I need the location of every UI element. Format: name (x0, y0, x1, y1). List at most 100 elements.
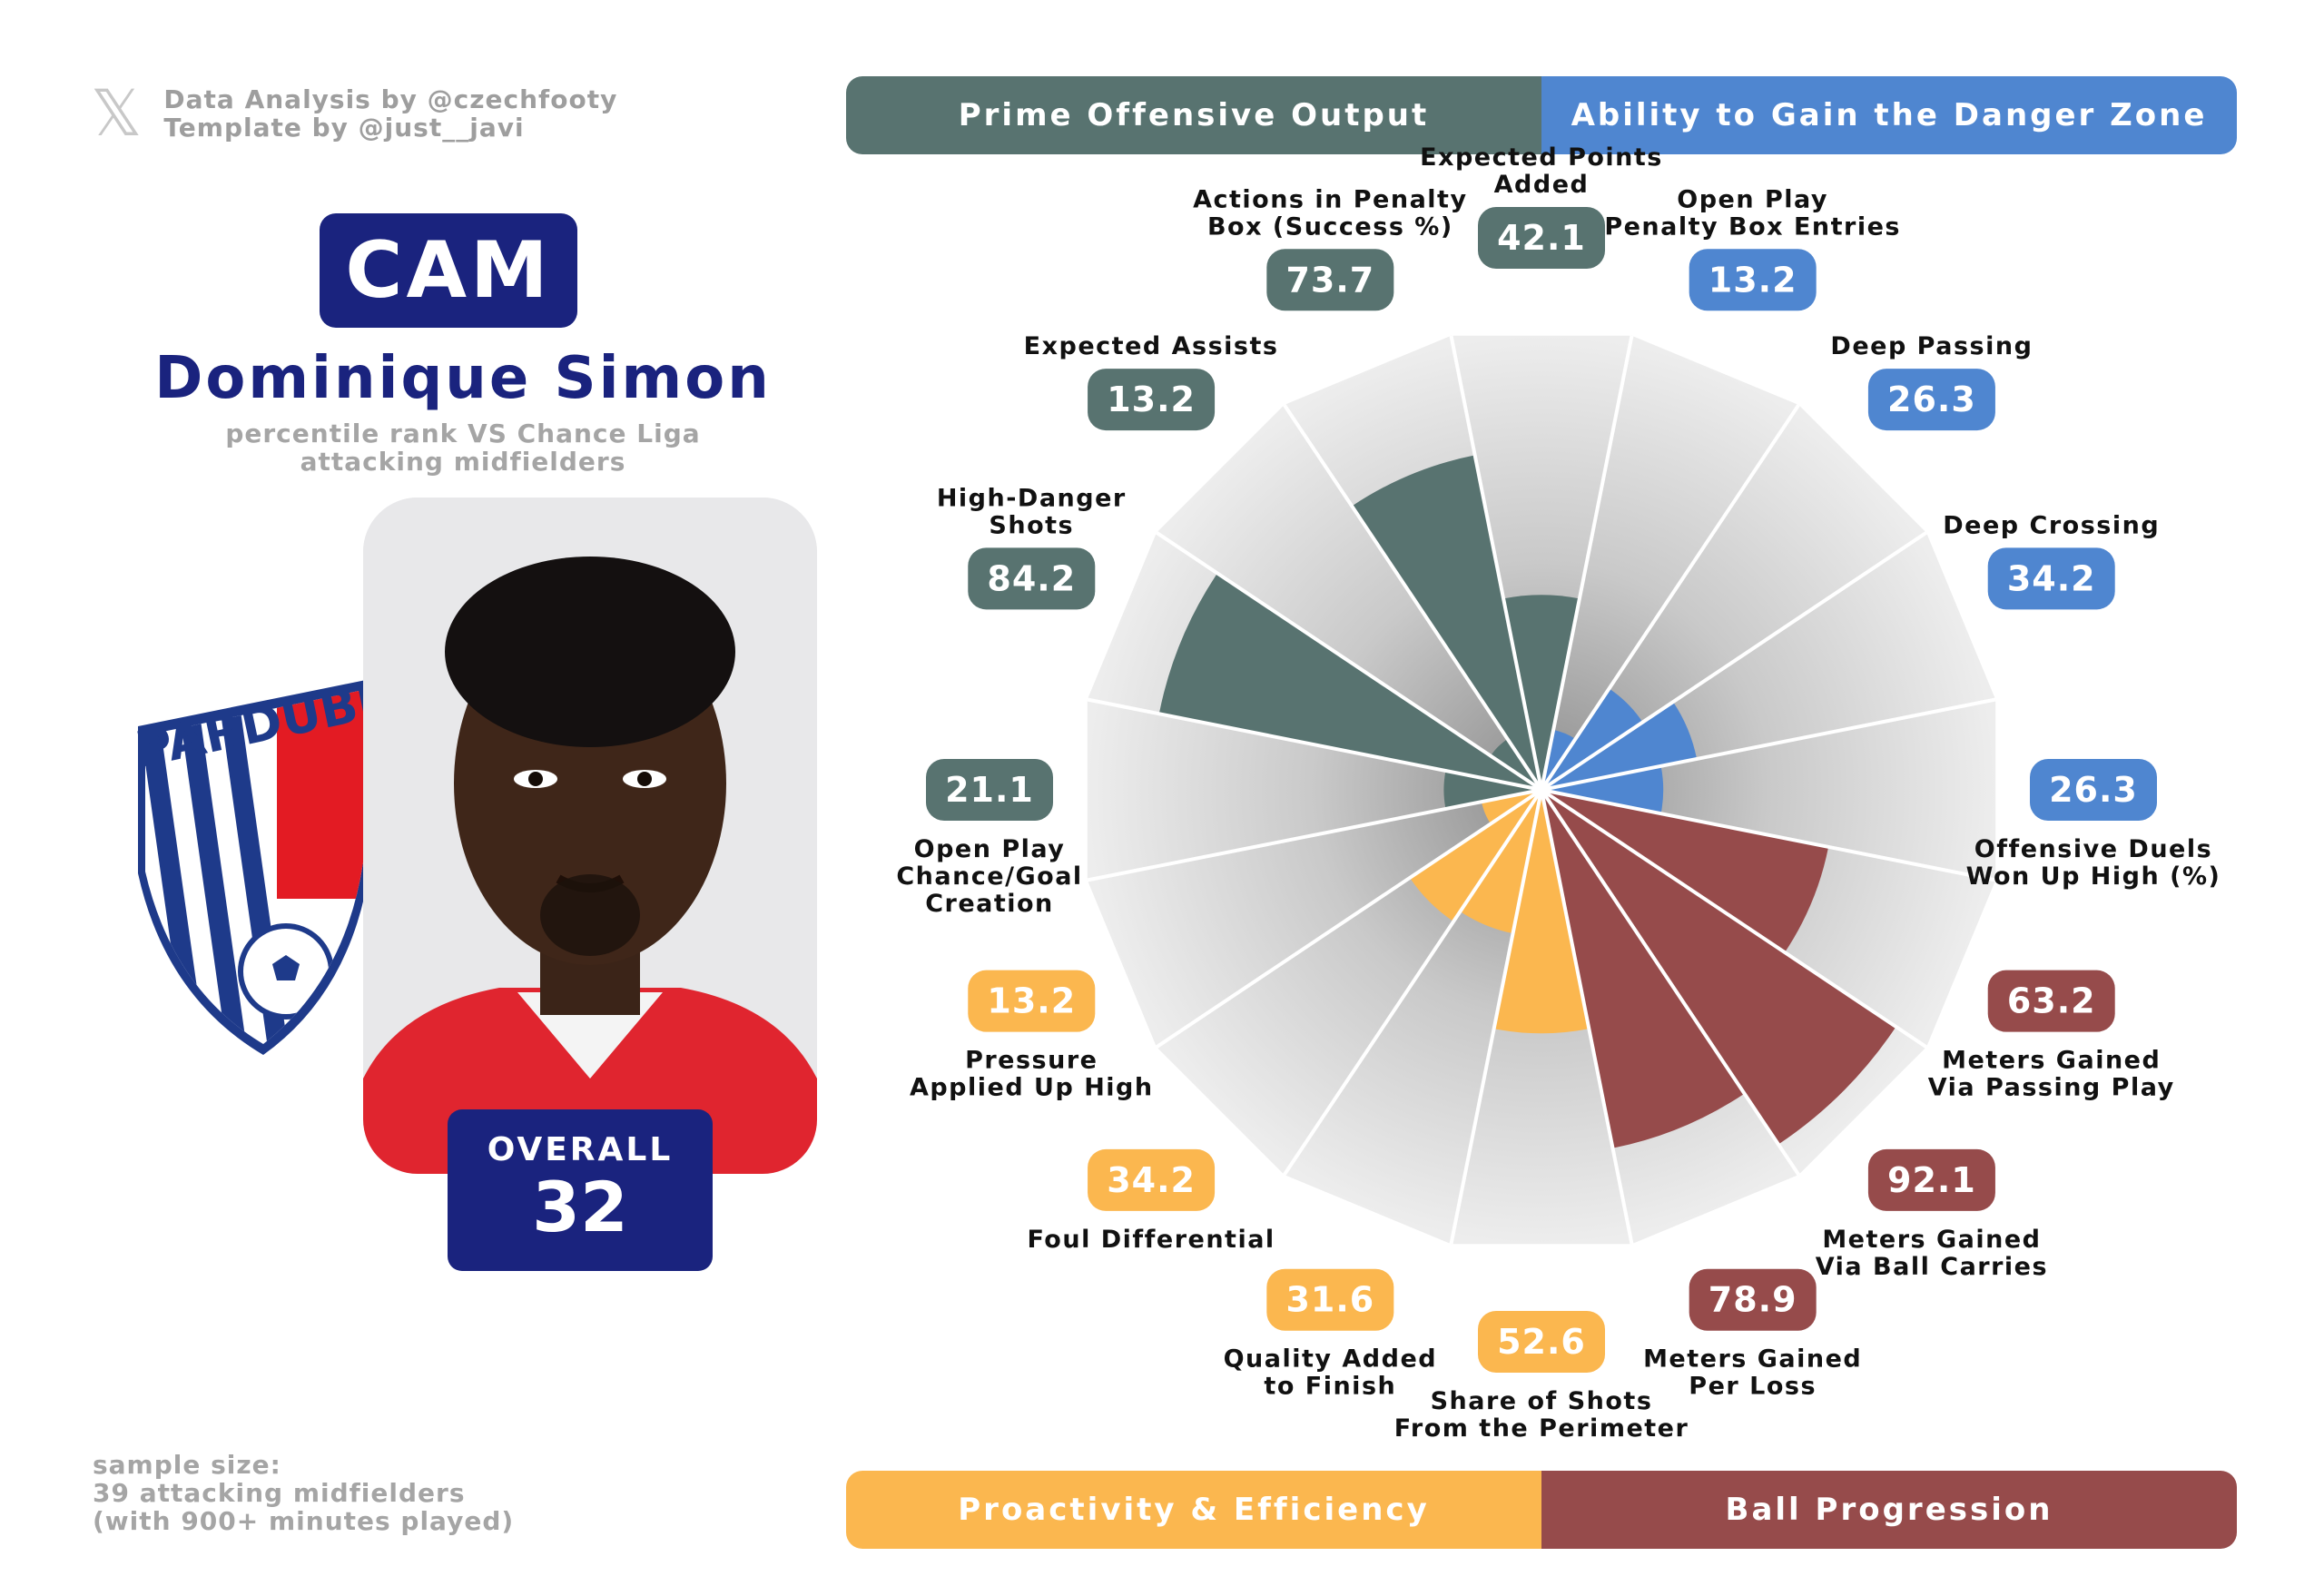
metric-label: Meters Gained Via Passing Play (1928, 1047, 2175, 1102)
subtitle: percentile rank VS Chance Liga attacking… (145, 419, 781, 476)
value-badge: 26.3 (1867, 369, 1995, 431)
credit-analysis: Data Analysis by @czechfooty (163, 84, 618, 114)
value-badge-bg (1867, 369, 1995, 431)
value-badge: 31.6 (1266, 1268, 1394, 1331)
value-badge: 13.2 (1689, 249, 1817, 311)
radar-spoke (1087, 697, 1542, 792)
metric-label-line: Share of Shots (1431, 1387, 1653, 1415)
value-label: 13.2 (1709, 260, 1797, 300)
metric-label-line: Expected Points (1420, 143, 1663, 172)
radar-bar (1491, 739, 1541, 790)
value-badge-bg (1266, 249, 1394, 311)
value-label: 63.2 (2007, 981, 2096, 1021)
radar-spoke (1540, 789, 1634, 1245)
metric-label: Expected Points Added (1420, 143, 1663, 199)
metric-label-line: Foul Differential (1027, 1226, 1275, 1254)
value-badge-bg (1689, 249, 1817, 311)
radar-bar (1460, 790, 1541, 934)
sample-line2: 39 attacking midfielders (93, 1478, 466, 1508)
metric-label-line: Expected Assists (1024, 332, 1279, 360)
value-badge: 34.2 (1987, 547, 2115, 610)
metric-label-line: Open Play (1677, 185, 1828, 213)
value-badge: 63.2 (1987, 970, 2115, 1032)
value-badge: 13.2 (1088, 369, 1216, 431)
value-badge: 13.2 (968, 970, 1096, 1032)
metric-label: High-Danger Shots (937, 484, 1127, 539)
value-badge-bg (1088, 1148, 1216, 1211)
credits: 𝕏 Data Analysis by @czechfooty Template … (91, 82, 617, 145)
radar-bar (1410, 790, 1541, 921)
value-badge: 84.2 (968, 547, 1096, 610)
value-label: 34.2 (1107, 1160, 1196, 1200)
radar-spoke (1540, 788, 1928, 1049)
metric-label-line: Open Play (914, 835, 1066, 863)
metric-label: Open Play Penalty Box Entries (1604, 185, 1901, 241)
value-label: 84.2 (987, 558, 1076, 598)
overall-label: OVERALL (487, 1131, 674, 1168)
category-ball-progression: Ball Progression (1541, 1471, 2237, 1549)
metric-label-line: Chance/Goal (896, 862, 1082, 891)
value-badge-bg (1987, 970, 2115, 1032)
radar-bar (1503, 595, 1580, 790)
metric-label: Meters Gained Via Ball Carries (1816, 1226, 2048, 1281)
metric-label-line: Box (Success %) (1207, 212, 1453, 241)
sample-size: sample size: 39 attacking midfielders (w… (93, 1451, 514, 1535)
value-label: 21.1 (945, 770, 1034, 810)
metric-label-line: Shots (989, 511, 1074, 539)
category-proactivity: Proactivity & Efficiency (846, 1471, 1541, 1549)
value-label: 73.7 (1285, 260, 1374, 300)
radar-bar (1541, 765, 1664, 814)
metric-label: Quality Added to Finish (1224, 1345, 1438, 1401)
radar-spoke (1087, 788, 1542, 882)
metric-label-line: Pressure (965, 1047, 1098, 1075)
metric-label-line: Applied Up High (910, 1074, 1154, 1102)
radar-spoke (1155, 531, 1543, 792)
value-badge-bg (1689, 1268, 1817, 1331)
metric-label-line: Added (1494, 171, 1590, 199)
radar-spoke (1283, 403, 1543, 792)
metric-label: Pressure Applied Up High (910, 1047, 1154, 1102)
value-label: 26.3 (2049, 770, 2138, 810)
value-badge: 26.3 (2030, 759, 2157, 821)
value-badge-bg (1867, 1148, 1995, 1211)
metric-label: Meters Gained Per Loss (1643, 1345, 1862, 1401)
value-badge: 92.1 (1867, 1148, 1995, 1211)
radar-spoke (1540, 531, 1928, 792)
metric-label-line: Offensive Duels (1974, 835, 2212, 863)
overall-value: 32 (532, 1167, 628, 1247)
value-badge-bg (968, 547, 1096, 610)
value-label: 78.9 (1709, 1280, 1797, 1320)
value-label: 26.3 (1887, 379, 1976, 419)
radar-spoke (1540, 788, 1800, 1177)
category-prime-offensive: Prime Offensive Output (846, 76, 1541, 154)
radar-spoke (1449, 335, 1543, 791)
metric-label-line: Via Ball Carries (1816, 1253, 2048, 1281)
value-badge: 34.2 (1088, 1148, 1216, 1211)
radar-spoke (1541, 788, 1996, 882)
metric-label: Offensive Duels Won Up High (%) (1966, 835, 2221, 891)
radar-spoke (1155, 788, 1543, 1049)
radar-spoke (1541, 697, 1996, 792)
value-badge: 52.6 (1478, 1311, 1605, 1373)
radar-bar (1541, 702, 1698, 790)
metric-label: Open Play Chance/Goal Creation (896, 835, 1082, 918)
value-label: 34.2 (2007, 558, 2096, 598)
radar-bar (1352, 455, 1541, 790)
radar-bar (1443, 771, 1541, 809)
metric-label-line: Creation (925, 890, 1054, 918)
value-label: 13.2 (1107, 379, 1196, 419)
radar-bar (1541, 790, 1896, 1145)
metric-label-line: Meters Gained (1643, 1345, 1862, 1374)
metric-label-line: Per Loss (1689, 1373, 1817, 1401)
value-badge: 78.9 (1689, 1268, 1817, 1331)
metric-label: Actions in Penalty Box (Success %) (1193, 185, 1467, 241)
metric-label-line: Via Passing Play (1928, 1074, 2175, 1102)
value-badge: 21.1 (926, 759, 1053, 821)
metric-label-line: From the Perimeter (1394, 1414, 1689, 1443)
metric-label-line: to Finish (1264, 1373, 1396, 1401)
subtitle-line1: percentile rank VS Chance Liga (225, 419, 701, 448)
metric-label-line: High-Danger (937, 484, 1127, 512)
radar-spoke (1540, 335, 1634, 791)
metric-label: Deep Crossing (1943, 511, 2160, 539)
